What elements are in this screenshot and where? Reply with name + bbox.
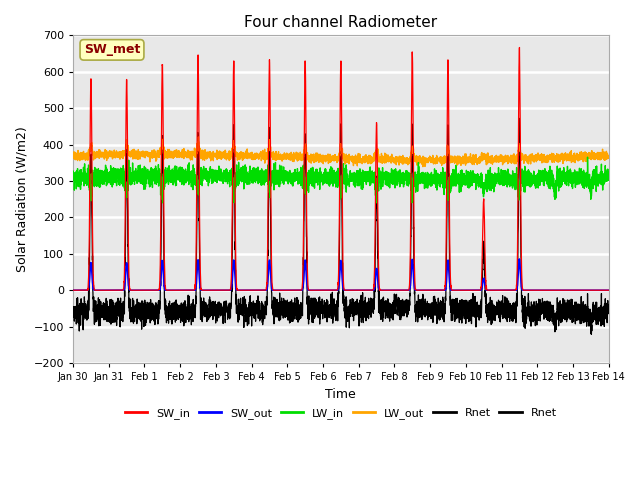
Rnet — [515, 116, 523, 121]
SW_in — [461, 288, 468, 293]
LW_in — [431, 174, 439, 180]
Y-axis label: Solar Radiation (W/m2): Solar Radiation (W/m2) — [15, 126, 28, 272]
Rnet — [605, 302, 612, 308]
SW_out — [605, 288, 612, 293]
LW_in — [69, 169, 77, 175]
LW_in — [492, 183, 499, 189]
LW_in — [166, 166, 173, 171]
Title: Four channel Radiometer: Four channel Radiometer — [244, 15, 437, 30]
LW_out — [461, 158, 468, 164]
SW_out — [321, 288, 328, 293]
LW_out — [195, 134, 202, 140]
SW_in — [166, 288, 173, 293]
Line: SW_out: SW_out — [73, 259, 609, 290]
LW_in — [461, 179, 468, 185]
LW_in — [605, 173, 612, 179]
LW_in — [584, 154, 591, 160]
Rnet — [321, 301, 328, 307]
LW_in — [321, 178, 328, 184]
LW_out — [166, 146, 173, 152]
Line: LW_in: LW_in — [73, 157, 609, 203]
SW_in — [492, 288, 499, 293]
Line: LW_out: LW_out — [73, 137, 609, 167]
Text: SW_met: SW_met — [84, 43, 140, 56]
SW_in — [321, 288, 328, 293]
LW_out — [431, 157, 439, 163]
SW_in — [605, 288, 612, 293]
SW_out — [376, 288, 383, 293]
Rnet — [461, 305, 468, 311]
Rnet — [588, 332, 595, 337]
SW_in — [431, 288, 439, 293]
LW_in — [159, 200, 166, 206]
Legend: SW_in, SW_out, LW_in, LW_out, Rnet, Rnet: SW_in, SW_out, LW_in, LW_out, Rnet, Rnet — [120, 403, 561, 423]
LW_out — [604, 154, 612, 159]
SW_in — [604, 288, 612, 293]
SW_in — [69, 288, 77, 293]
Rnet — [604, 301, 612, 307]
SW_out — [492, 288, 499, 293]
SW_out — [515, 256, 523, 262]
SW_in — [516, 45, 524, 50]
SW_out — [431, 288, 439, 293]
SW_in — [376, 288, 383, 293]
Rnet — [166, 314, 173, 320]
LW_out — [321, 156, 328, 162]
LW_in — [604, 169, 612, 175]
Rnet — [69, 304, 77, 310]
LW_out — [419, 164, 427, 169]
X-axis label: Time: Time — [326, 388, 356, 401]
LW_out — [69, 151, 77, 157]
Rnet — [492, 305, 499, 311]
SW_out — [166, 288, 173, 293]
Line: SW_in: SW_in — [73, 48, 609, 290]
Rnet — [431, 312, 439, 318]
SW_out — [461, 288, 468, 293]
SW_out — [604, 288, 612, 293]
Line: Rnet: Rnet — [73, 119, 609, 335]
LW_out — [605, 156, 612, 161]
LW_out — [492, 158, 499, 164]
SW_out — [69, 288, 77, 293]
